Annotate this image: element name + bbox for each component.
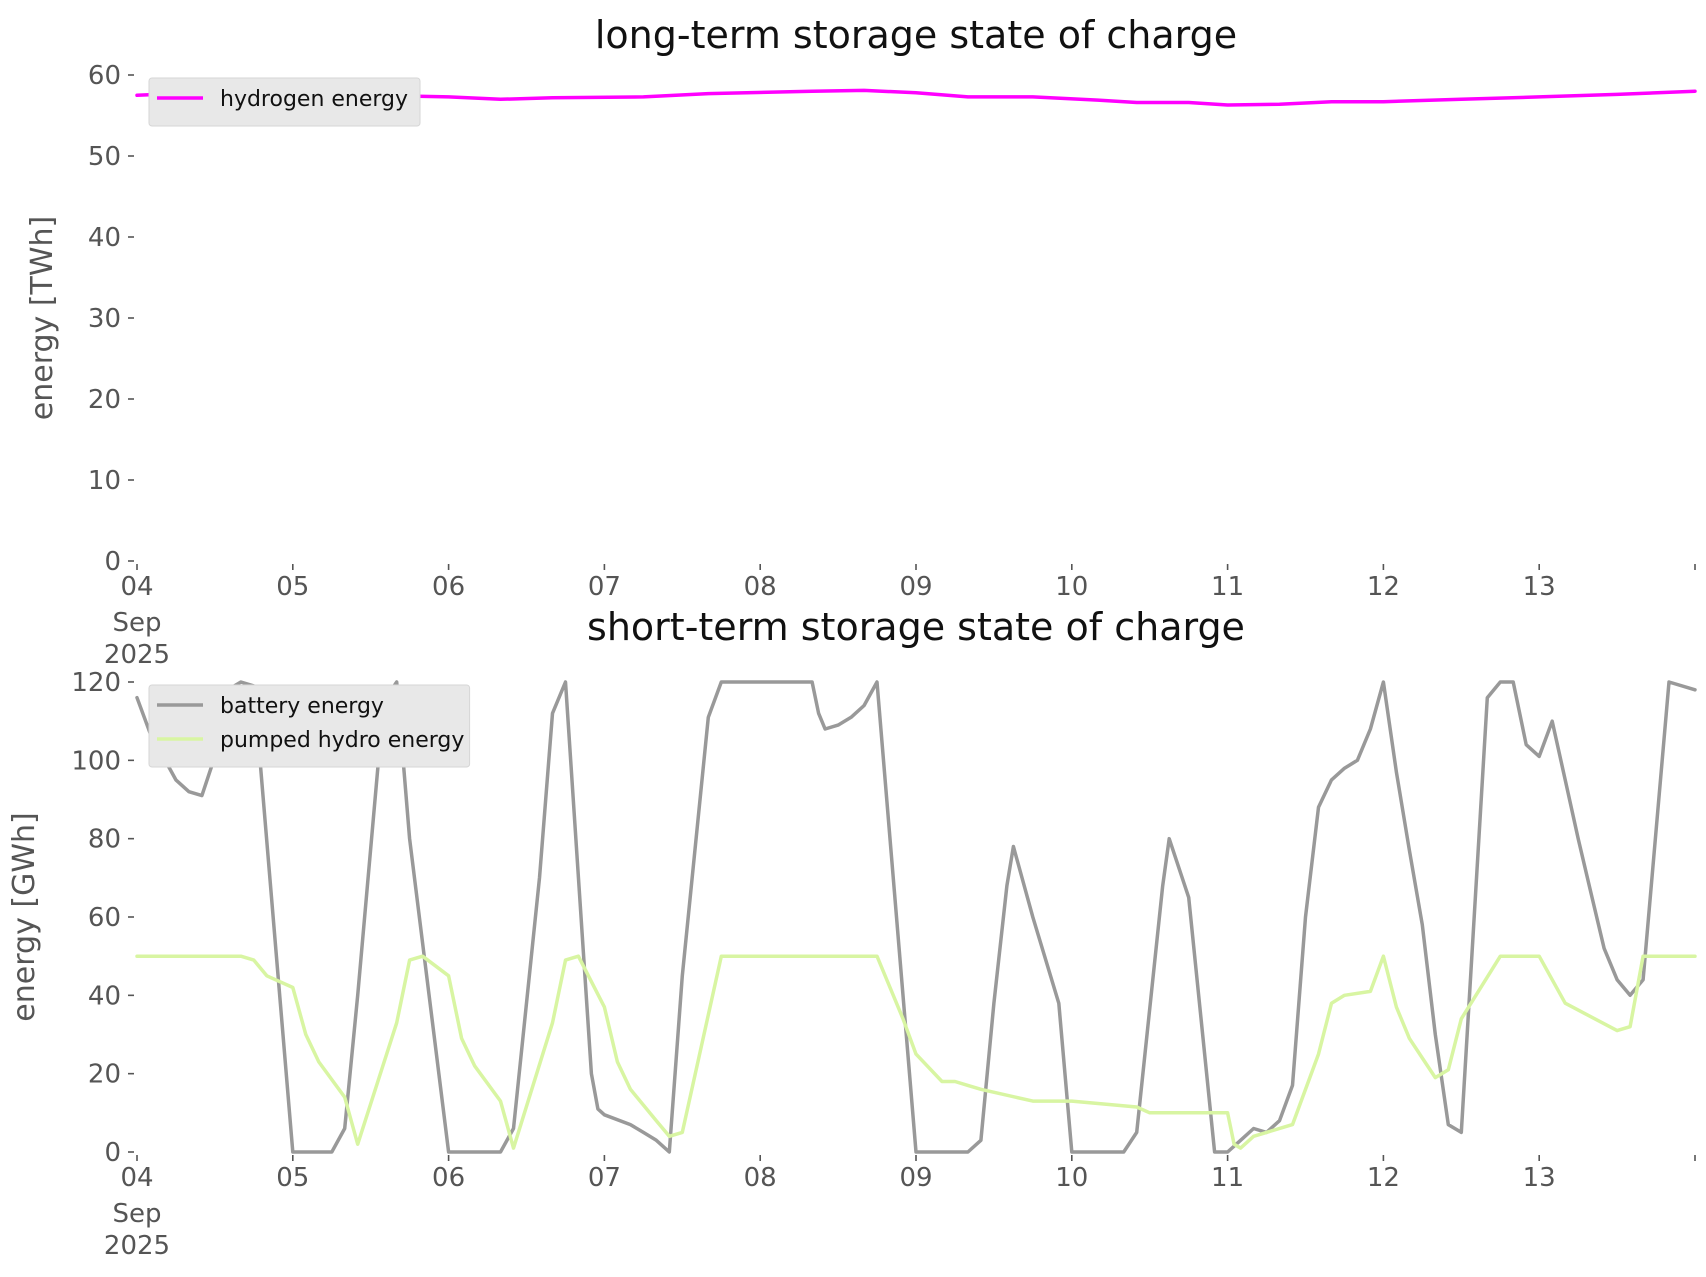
x-tick-label: 10	[1055, 1163, 1088, 1193]
x-tick-label: 12	[1367, 1163, 1400, 1193]
series-line-1	[135, 88, 1697, 107]
x-tick-sublabel: Sep	[112, 608, 161, 638]
legend-box	[148, 684, 471, 768]
legend-entry: pumped hydro energy	[220, 728, 464, 753]
x-tick-label: 08	[744, 572, 777, 602]
series-line-2	[135, 954, 1697, 1150]
x-tick-sublabel: 2025	[104, 1231, 170, 1261]
chart-panel-2: short-term storage state of charge energy…	[7, 605, 1697, 1261]
x-tick-label: 07	[588, 1163, 621, 1193]
y-tick-label: 20	[88, 385, 121, 415]
x-tick-label: 13	[1523, 572, 1556, 602]
legend-entry: hydrogen energy	[220, 87, 408, 112]
x-tick-label: 04	[120, 1163, 153, 1193]
chart-panel-1: long-term storage state of charge energy …	[25, 13, 1697, 670]
y-tick-label: 30	[88, 304, 121, 334]
y-axis-label: energy [GWh]	[7, 812, 42, 1021]
x-tick-label: 09	[899, 572, 932, 602]
x-tick-label: 05	[276, 1163, 309, 1193]
legend-entry: battery energy	[220, 694, 384, 719]
y-tick-label: 50	[88, 142, 121, 172]
y-tick-label: 80	[88, 825, 121, 855]
y-tick-label: 20	[88, 1060, 121, 1090]
x-tick-label: 11	[1211, 1163, 1244, 1193]
x-tick-label: 07	[588, 572, 621, 602]
x-tick-sublabel: Sep	[112, 1199, 161, 1229]
y-tick-label: 40	[88, 981, 121, 1011]
y-axis-label: energy [TWh]	[25, 216, 60, 420]
x-tick-label: 05	[276, 572, 309, 602]
legend-box	[148, 77, 421, 127]
chart-title: long-term storage state of charge	[595, 13, 1237, 57]
y-tick-label: 40	[88, 223, 121, 253]
legend: battery energy pumped hydro energy	[148, 684, 471, 768]
y-tick-label: 100	[71, 746, 121, 776]
x-tick-label: 13	[1523, 1163, 1556, 1193]
x-tick-label: 12	[1367, 572, 1400, 602]
y-tick-label: 0	[104, 547, 121, 577]
x-tick-label: 10	[1055, 572, 1088, 602]
x-tick-label: 09	[899, 1163, 932, 1193]
y-tick-label: 10	[88, 466, 121, 496]
x-tick-label: 04	[120, 572, 153, 602]
y-tick-label: 60	[88, 903, 121, 933]
x-tick-label: 06	[432, 572, 465, 602]
x-tick-sublabel: 2025	[104, 640, 170, 670]
x-tick-label: 06	[432, 1163, 465, 1193]
legend: hydrogen energy	[148, 77, 421, 127]
x-tick-label: 11	[1211, 572, 1244, 602]
y-tick-label: 60	[88, 61, 121, 91]
y-tick-label: 120	[71, 668, 121, 698]
x-tick-label: 08	[744, 1163, 777, 1193]
y-tick-label: 0	[104, 1138, 121, 1168]
chart-title: short-term storage state of charge	[587, 605, 1245, 649]
